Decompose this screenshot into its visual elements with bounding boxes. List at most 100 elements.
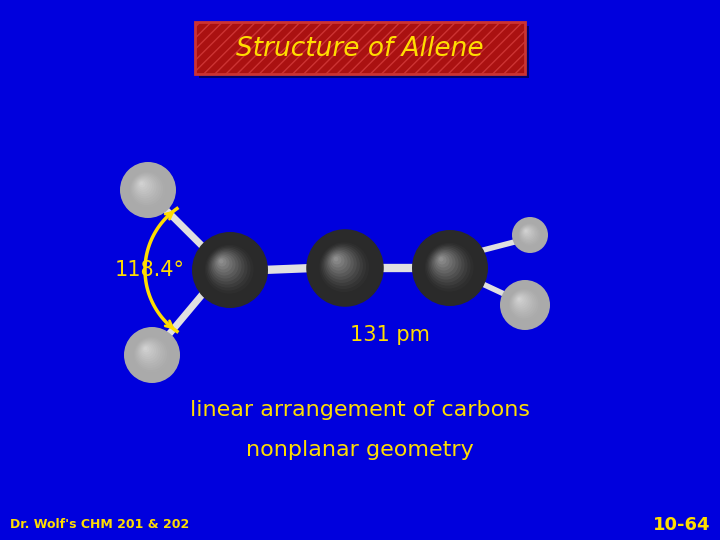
Circle shape — [135, 339, 165, 368]
Circle shape — [134, 176, 156, 199]
Circle shape — [130, 172, 166, 207]
Circle shape — [124, 327, 180, 383]
Circle shape — [433, 252, 456, 274]
Circle shape — [518, 298, 521, 301]
Circle shape — [143, 346, 150, 353]
Circle shape — [204, 244, 256, 296]
Text: linear arrangement of carbons: linear arrangement of carbons — [190, 400, 530, 420]
Circle shape — [323, 245, 363, 286]
Circle shape — [517, 297, 523, 303]
Circle shape — [423, 241, 477, 295]
Circle shape — [510, 291, 536, 316]
Circle shape — [206, 246, 251, 291]
Circle shape — [135, 177, 154, 197]
Circle shape — [130, 172, 163, 205]
Circle shape — [141, 344, 154, 357]
Circle shape — [192, 232, 268, 308]
Circle shape — [135, 338, 167, 370]
FancyBboxPatch shape — [195, 22, 525, 74]
Circle shape — [522, 227, 533, 238]
Circle shape — [306, 230, 384, 307]
Circle shape — [425, 243, 474, 292]
Circle shape — [519, 225, 539, 244]
Circle shape — [320, 242, 369, 292]
Circle shape — [412, 230, 488, 306]
Circle shape — [525, 230, 527, 232]
Text: nonplanar geometry: nonplanar geometry — [246, 440, 474, 460]
Circle shape — [318, 241, 372, 295]
Circle shape — [216, 256, 230, 269]
Circle shape — [215, 255, 233, 273]
Circle shape — [139, 342, 158, 361]
Circle shape — [137, 340, 163, 366]
Circle shape — [128, 171, 168, 210]
Circle shape — [435, 253, 453, 271]
Circle shape — [331, 254, 344, 267]
Circle shape — [330, 253, 348, 271]
Circle shape — [120, 162, 176, 218]
Circle shape — [144, 347, 147, 350]
Text: Dr. Wolf's CHM 201 & 202: Dr. Wolf's CHM 201 & 202 — [10, 518, 189, 531]
Circle shape — [523, 228, 530, 235]
Circle shape — [516, 296, 525, 305]
FancyBboxPatch shape — [199, 26, 529, 78]
Circle shape — [142, 345, 152, 355]
Circle shape — [132, 173, 161, 203]
Text: 131 pm: 131 pm — [350, 325, 430, 345]
Circle shape — [512, 217, 548, 253]
Circle shape — [324, 247, 360, 283]
Circle shape — [140, 182, 143, 185]
Circle shape — [515, 295, 526, 307]
Circle shape — [204, 245, 253, 294]
Circle shape — [518, 222, 543, 248]
Circle shape — [438, 255, 446, 265]
Circle shape — [132, 335, 171, 375]
Text: 10-64: 10-64 — [652, 516, 710, 534]
Circle shape — [439, 257, 444, 261]
Circle shape — [138, 180, 148, 190]
Circle shape — [139, 181, 145, 187]
Circle shape — [327, 249, 354, 276]
Circle shape — [207, 248, 248, 288]
Circle shape — [334, 257, 338, 261]
Circle shape — [140, 343, 156, 359]
Circle shape — [217, 258, 227, 267]
Circle shape — [512, 292, 533, 313]
Circle shape — [333, 255, 341, 265]
Circle shape — [219, 259, 223, 264]
Circle shape — [429, 247, 464, 282]
Circle shape — [523, 228, 531, 236]
Circle shape — [521, 226, 534, 239]
Circle shape — [428, 246, 467, 286]
Circle shape — [426, 244, 471, 288]
Circle shape — [511, 291, 534, 315]
Circle shape — [209, 249, 245, 285]
Circle shape — [518, 223, 541, 246]
Circle shape — [138, 341, 161, 363]
Circle shape — [431, 248, 462, 280]
Circle shape — [328, 251, 351, 274]
Text: Structure of Allene: Structure of Allene — [236, 36, 484, 62]
Text: 118.4°: 118.4° — [115, 260, 185, 280]
Circle shape — [509, 289, 539, 319]
Circle shape — [325, 248, 357, 280]
Circle shape — [137, 179, 150, 192]
Circle shape — [500, 280, 550, 330]
Circle shape — [518, 224, 540, 245]
Circle shape — [514, 294, 528, 309]
Circle shape — [136, 178, 152, 194]
Circle shape — [513, 293, 531, 310]
Circle shape — [521, 226, 536, 240]
Circle shape — [520, 225, 537, 242]
Circle shape — [321, 244, 366, 289]
Circle shape — [212, 252, 238, 279]
Circle shape — [133, 336, 169, 373]
Circle shape — [132, 174, 158, 201]
Circle shape — [508, 287, 542, 322]
Circle shape — [213, 253, 235, 275]
Circle shape — [524, 229, 528, 233]
Circle shape — [210, 251, 241, 281]
Circle shape — [436, 254, 449, 267]
Circle shape — [508, 288, 541, 321]
Circle shape — [432, 250, 459, 276]
